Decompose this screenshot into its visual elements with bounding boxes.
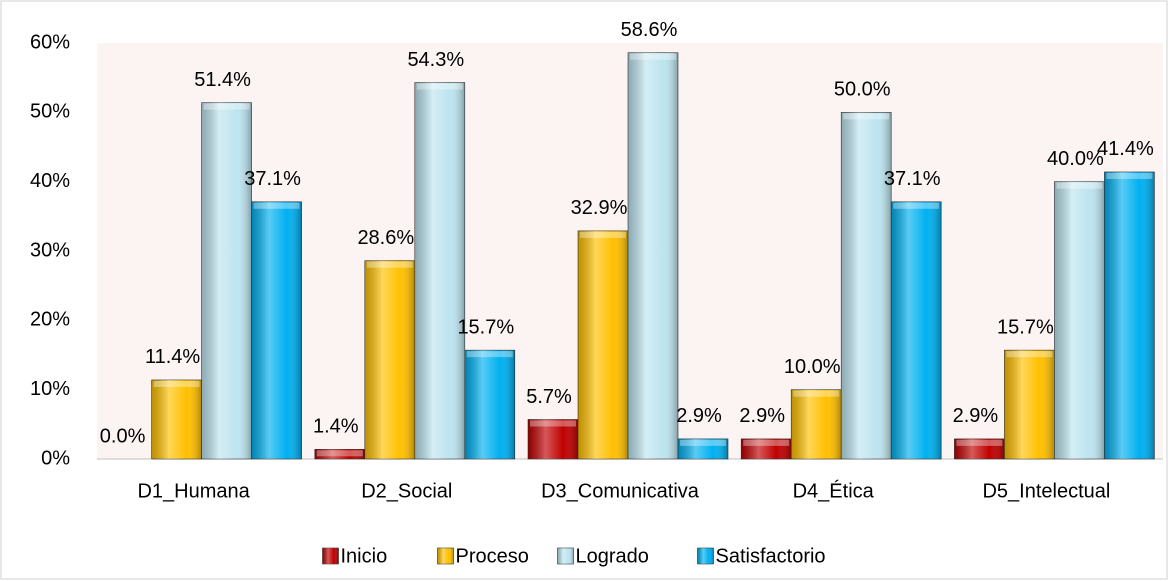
bar <box>840 112 892 460</box>
bar-cap <box>530 420 576 427</box>
bar-cap <box>793 390 840 397</box>
data-label: 58.6% <box>621 19 678 41</box>
y-tick-label: 0% <box>41 447 70 469</box>
y-tick-label: 10% <box>30 378 70 400</box>
x-tick-label: D1_Humana <box>137 480 250 502</box>
bar-cap <box>680 439 726 446</box>
data-label: 5.7% <box>526 386 572 408</box>
bar <box>1054 181 1105 460</box>
bar <box>790 389 842 460</box>
bar <box>201 102 252 460</box>
bar <box>414 82 466 460</box>
bar <box>464 349 516 460</box>
bar-cap <box>580 231 626 238</box>
data-label: 11.4% <box>145 346 200 368</box>
bar-cap <box>843 113 890 120</box>
data-label: 2.9% <box>953 405 999 427</box>
data-label: 40.0% <box>1047 148 1104 170</box>
bar-cap <box>466 351 513 358</box>
bar <box>251 201 302 460</box>
bar-cap <box>253 202 300 209</box>
bar-cap <box>1056 182 1103 189</box>
data-label: 10.0% <box>784 356 841 378</box>
data-label: 15.7% <box>457 316 514 338</box>
bar <box>364 260 416 460</box>
x-tick-label: D3_Comunicativa <box>541 480 700 502</box>
data-label: 37.1% <box>244 168 301 190</box>
legend-label: Inicio <box>341 545 388 567</box>
legend-swatch-shine <box>557 548 574 564</box>
data-label: 37.1% <box>884 168 941 190</box>
data-label: 51.4% <box>194 69 251 91</box>
bar <box>577 230 629 460</box>
bar-cap <box>153 380 200 387</box>
bar-cap <box>203 103 250 110</box>
bar <box>1004 349 1055 460</box>
x-tick-label: D2_Social <box>361 480 452 502</box>
y-tick-label: 40% <box>30 170 70 192</box>
bar-cap <box>366 261 413 268</box>
bar-cap <box>956 439 1003 446</box>
y-tick-label: 60% <box>30 31 70 53</box>
bar-cap <box>1106 172 1153 179</box>
bar <box>890 201 942 460</box>
x-tick-label: D4_Ética <box>793 479 875 502</box>
bar-cap <box>416 83 463 90</box>
legend-swatch-shine <box>322 548 339 564</box>
bar <box>1104 171 1155 460</box>
legend-label: Proceso <box>456 545 529 567</box>
data-label: 15.7% <box>997 316 1054 338</box>
bar-cap <box>893 202 940 209</box>
data-label: 0.0% <box>100 425 146 447</box>
data-label: 41.4% <box>1097 138 1154 160</box>
data-label: 1.4% <box>313 416 359 438</box>
data-label: 54.3% <box>407 49 464 71</box>
x-tick-label: D5_Intelectual <box>982 480 1110 502</box>
bar <box>627 52 679 460</box>
data-label: 28.6% <box>357 227 414 249</box>
data-label: 2.9% <box>739 405 785 427</box>
bar-cap <box>316 450 363 457</box>
legend-swatch-shine <box>697 548 714 564</box>
bar <box>151 379 202 460</box>
legend-label: Logrado <box>576 545 649 567</box>
data-label: 2.9% <box>676 405 722 427</box>
legend-swatch-shine <box>437 548 454 564</box>
y-tick-label: 30% <box>30 239 70 261</box>
bar-cap <box>743 439 790 446</box>
y-tick-label: 50% <box>30 101 70 123</box>
data-label: 32.9% <box>571 197 628 219</box>
bar-cap <box>630 53 676 60</box>
data-label: 50.0% <box>834 79 891 101</box>
legend-label: Satisfactorio <box>716 545 826 567</box>
y-tick-label: 20% <box>30 309 70 331</box>
bar-cap <box>1006 351 1053 358</box>
